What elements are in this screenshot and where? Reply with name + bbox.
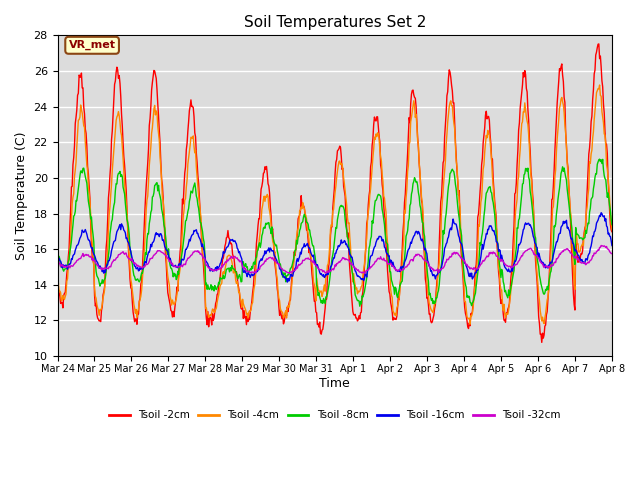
Legend: Tsoil -2cm, Tsoil -4cm, Tsoil -8cm, Tsoil -16cm, Tsoil -32cm: Tsoil -2cm, Tsoil -4cm, Tsoil -8cm, Tsoi… [105, 406, 564, 425]
X-axis label: Time: Time [319, 376, 350, 390]
Tsoil -16cm [284, 279, 291, 285]
Tsoil -4cm [596, 82, 604, 88]
Tsoil -8cm [596, 156, 604, 162]
Tsoil -2cm [538, 339, 546, 345]
Tsoil -16cm [54, 251, 61, 256]
Tsoil -4cm [54, 276, 61, 281]
Text: VR_met: VR_met [68, 40, 116, 50]
Tsoil -32cm [403, 264, 411, 270]
Tsoil -4cm [121, 182, 129, 188]
Tsoil -2cm [595, 41, 603, 47]
Tsoil -2cm [206, 314, 214, 320]
Tsoil -32cm [419, 256, 427, 262]
Tsoil -32cm [121, 252, 129, 257]
Tsoil -8cm [206, 285, 214, 291]
Tsoil -32cm [608, 251, 616, 257]
Tsoil -32cm [54, 256, 61, 262]
Line: Tsoil -16cm: Tsoil -16cm [58, 213, 612, 282]
Tsoil -32cm [206, 266, 214, 272]
Tsoil -8cm [608, 222, 616, 228]
Line: Tsoil -32cm: Tsoil -32cm [58, 245, 612, 273]
Tsoil -8cm [177, 257, 185, 263]
Tsoil -16cm [419, 239, 427, 245]
Tsoil -16cm [206, 268, 214, 274]
Line: Tsoil -8cm: Tsoil -8cm [58, 159, 612, 306]
Tsoil -4cm [402, 195, 410, 201]
Tsoil -2cm [54, 271, 61, 277]
Tsoil -2cm [121, 163, 129, 168]
Tsoil -4cm [419, 199, 426, 205]
Title: Soil Temperatures Set 2: Soil Temperatures Set 2 [244, 15, 426, 30]
Tsoil -2cm [64, 265, 72, 271]
Tsoil -16cm [608, 243, 616, 249]
Tsoil -4cm [64, 276, 72, 282]
Tsoil -8cm [403, 231, 411, 237]
Tsoil -2cm [177, 241, 185, 247]
Tsoil -2cm [419, 201, 426, 207]
Line: Tsoil -2cm: Tsoil -2cm [58, 44, 612, 342]
Tsoil -2cm [608, 229, 616, 235]
Tsoil -8cm [54, 251, 61, 256]
Tsoil -16cm [64, 266, 72, 272]
Tsoil -32cm [597, 242, 605, 248]
Tsoil -32cm [64, 264, 72, 269]
Y-axis label: Soil Temperature (C): Soil Temperature (C) [15, 132, 28, 260]
Tsoil -4cm [177, 256, 185, 262]
Line: Tsoil -4cm: Tsoil -4cm [58, 85, 612, 324]
Tsoil -16cm [121, 228, 129, 234]
Tsoil -32cm [177, 263, 185, 269]
Tsoil -8cm [121, 191, 129, 197]
Tsoil -16cm [177, 262, 185, 267]
Tsoil -16cm [597, 210, 605, 216]
Tsoil -2cm [402, 177, 410, 182]
Tsoil -4cm [206, 312, 214, 318]
Tsoil -4cm [466, 321, 474, 327]
Tsoil -8cm [64, 263, 72, 269]
Tsoil -8cm [419, 220, 427, 226]
Tsoil -32cm [286, 270, 294, 276]
Tsoil -4cm [608, 227, 616, 233]
Tsoil -16cm [403, 252, 411, 258]
Tsoil -8cm [356, 303, 364, 309]
